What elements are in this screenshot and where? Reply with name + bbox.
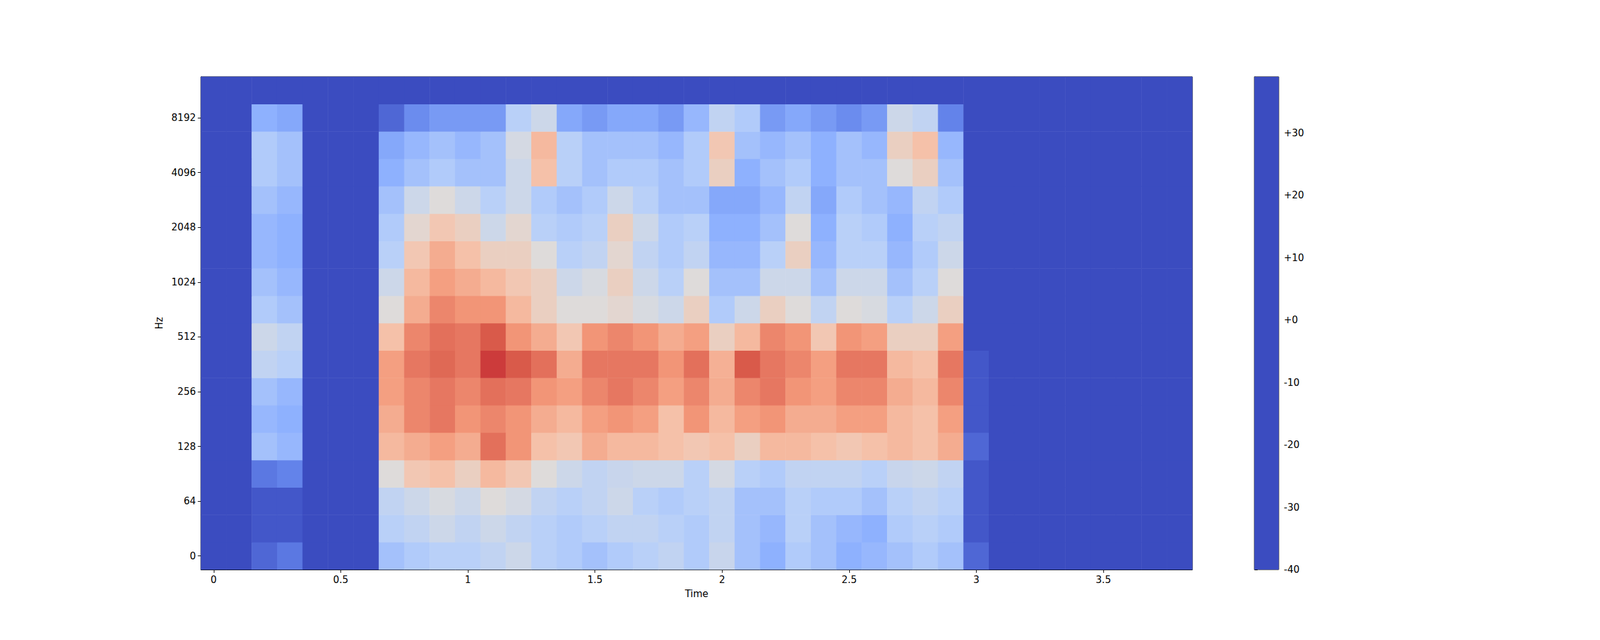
svg-text:512: 512 xyxy=(177,330,196,343)
svg-text:3.5: 3.5 xyxy=(1095,574,1112,586)
svg-text:-10: -10 xyxy=(1283,376,1300,389)
svg-text:1: 1 xyxy=(464,574,472,586)
svg-text:256: 256 xyxy=(177,385,196,398)
svg-text:-30: -30 xyxy=(1283,501,1300,514)
svg-text:+0: +0 xyxy=(1283,314,1298,326)
svg-text:1.5: 1.5 xyxy=(587,574,603,586)
svg-text:0: 0 xyxy=(210,574,217,586)
svg-text:+10: +10 xyxy=(1283,252,1305,264)
svg-text:4096: 4096 xyxy=(171,167,196,179)
svg-text:Hz: Hz xyxy=(153,316,166,329)
svg-text:128: 128 xyxy=(177,440,196,453)
svg-text:64: 64 xyxy=(183,495,196,507)
svg-text:Time: Time xyxy=(684,588,709,600)
svg-text:-40: -40 xyxy=(1283,563,1300,576)
svg-text:8192: 8192 xyxy=(171,112,196,124)
svg-text:2: 2 xyxy=(718,574,726,586)
svg-text:0: 0 xyxy=(189,550,196,562)
svg-text:1024: 1024 xyxy=(171,276,196,288)
svg-text:2048: 2048 xyxy=(171,221,196,233)
svg-text:3: 3 xyxy=(973,574,980,586)
svg-text:+20: +20 xyxy=(1283,189,1305,201)
svg-text:-20: -20 xyxy=(1283,439,1300,451)
svg-text:2.5: 2.5 xyxy=(841,574,857,586)
svg-text:+30: +30 xyxy=(1283,127,1305,139)
svg-text:0.5: 0.5 xyxy=(333,574,349,586)
